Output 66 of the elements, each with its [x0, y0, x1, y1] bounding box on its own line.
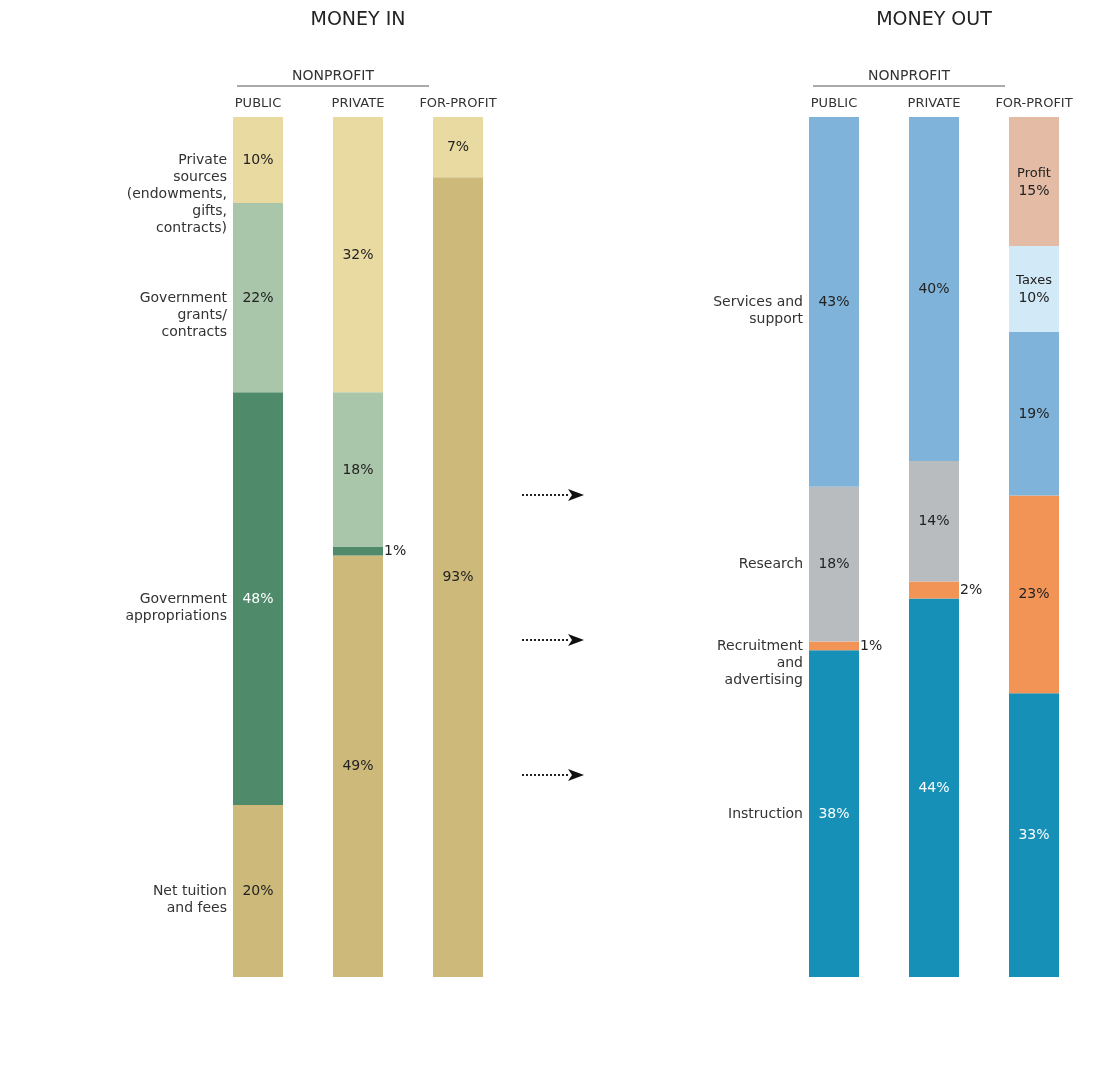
x-tick-label: PUBLIC — [810, 94, 858, 110]
series-label: Instruction — [728, 804, 803, 821]
bar — [333, 555, 383, 977]
series-label: Net tuition and fees — [152, 882, 227, 915]
bar — [433, 177, 483, 977]
data-label: 15% — [1018, 181, 1050, 198]
bar — [909, 598, 959, 977]
data-label: 10% — [242, 151, 274, 167]
data-label: 23% — [1018, 585, 1050, 602]
x-tick-label: PRIVATE — [331, 94, 385, 110]
data-label: 19% — [1018, 404, 1050, 421]
data-label: 14% — [918, 512, 950, 529]
data-label: 22% — [242, 288, 274, 305]
bar — [233, 117, 283, 203]
series-label: Profit — [1017, 164, 1051, 180]
x-tick-label: PUBLIC — [234, 94, 282, 110]
bar — [809, 486, 859, 642]
bar — [809, 117, 859, 487]
bar — [233, 392, 283, 805]
bar — [809, 641, 859, 651]
data-label: 2% — [960, 581, 983, 597]
bar — [433, 117, 483, 178]
data-label: 44% — [918, 778, 950, 795]
data-label: 7% — [446, 138, 470, 155]
bar — [1009, 246, 1059, 332]
data-label: 38% — [818, 804, 850, 821]
x-tick-label: FOR-PROFIT — [995, 94, 1073, 110]
bar — [809, 650, 859, 977]
series-label: Government grants/ contracts — [139, 288, 228, 339]
data-label: 40% — [918, 280, 950, 296]
bar — [909, 581, 959, 599]
bar — [233, 203, 283, 393]
bar — [333, 547, 383, 556]
data-label: 1% — [384, 542, 407, 559]
bar — [909, 117, 959, 461]
chart-title: MONEY IN — [310, 7, 406, 29]
bar — [909, 461, 959, 582]
series-label: Taxes — [1015, 272, 1053, 287]
data-label: 10% — [1018, 289, 1050, 305]
text: NONPROFIT — [868, 67, 951, 83]
series-label: Services and support — [713, 292, 804, 326]
data-label: 20% — [242, 882, 274, 898]
bar — [233, 805, 283, 977]
bar — [333, 117, 383, 393]
series-label: Recruitment and advertising — [716, 636, 804, 687]
bar — [1009, 495, 1059, 694]
data-label: 18% — [818, 555, 850, 572]
series-label: Research — [738, 555, 803, 572]
data-label: 1% — [860, 636, 883, 653]
data-label: 93% — [442, 568, 474, 585]
data-label: 33% — [1018, 826, 1050, 843]
data-label: 32% — [342, 245, 374, 262]
data-label: 48% — [242, 589, 274, 606]
text: NONPROFIT — [292, 67, 375, 83]
bar — [1009, 693, 1059, 977]
x-tick-label: FOR-PROFIT — [419, 94, 497, 110]
data-label: 49% — [342, 757, 374, 774]
bar — [1009, 332, 1059, 496]
series-label: Private sources (endowments, gifts, contracts) — [126, 151, 227, 235]
chart-title: MONEY OUT — [876, 7, 993, 29]
bar — [1009, 117, 1059, 246]
series-label: Government appropriations — [125, 589, 228, 623]
x-tick-label: PRIVATE — [907, 94, 961, 110]
bar — [333, 392, 383, 547]
data-label: 18% — [342, 460, 374, 477]
data-label: 43% — [818, 292, 850, 309]
